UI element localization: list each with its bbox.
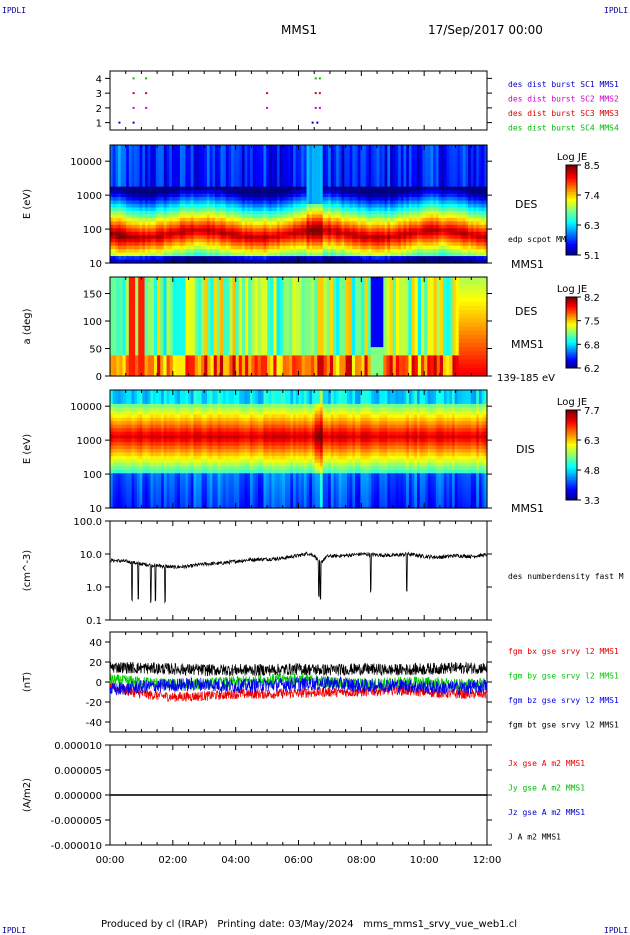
burst-marker-sc2 bbox=[319, 107, 321, 109]
burst-panel-frame bbox=[110, 71, 487, 130]
burst-legend-sc1: des dist burst SC1 MMS1 bbox=[508, 80, 619, 89]
burst-panel-ytick-label: 1 bbox=[96, 119, 102, 130]
des-energy-panel-ytick-label: 100 bbox=[83, 225, 102, 236]
burst-marker-sc3 bbox=[133, 92, 135, 94]
burst-marker-sc3 bbox=[145, 92, 147, 94]
burst-marker-sc3 bbox=[315, 92, 317, 94]
burst-marker-sc2 bbox=[133, 107, 135, 109]
burst-legend-sc4: des dist burst SC4 MMS4 bbox=[508, 124, 619, 133]
burst-marker-sc3 bbox=[319, 92, 321, 94]
burst-marker-sc2 bbox=[315, 107, 317, 109]
burst-panel-ytick-label: 4 bbox=[96, 74, 102, 85]
burst-marker-sc4 bbox=[315, 77, 317, 79]
des-energy-colorbar-tick-label: 6.3 bbox=[584, 221, 600, 232]
burst-marker-sc4 bbox=[133, 77, 135, 79]
burst-legend-sc3: des dist burst SC3 MMS3 bbox=[508, 109, 619, 118]
des-energy-label: DES bbox=[515, 198, 537, 211]
des-energy-panel-ytick-label: 10000 bbox=[70, 157, 102, 168]
burst-legend-sc2: des dist burst SC2 MMS2 bbox=[508, 95, 619, 104]
burst-marker-sc1 bbox=[312, 122, 314, 124]
des-energy-colorbar-title: Log JE bbox=[557, 152, 587, 163]
burst-marker-sc4 bbox=[145, 77, 147, 79]
des-energy-bottom-label: MMS1 bbox=[511, 258, 544, 271]
des-energy-colorbar-tick-label: 7.4 bbox=[584, 191, 600, 202]
burst-marker-sc1 bbox=[316, 122, 318, 124]
burst-marker-sc1 bbox=[118, 122, 120, 124]
burst-marker-sc2 bbox=[266, 107, 268, 109]
des-energy-colorbar-tick-label: 8.5 bbox=[584, 161, 600, 172]
burst-panel-ytick-label: 3 bbox=[96, 89, 102, 100]
burst-marker-sc2 bbox=[145, 107, 147, 109]
burst-marker-sc1 bbox=[133, 122, 135, 124]
des-pitch-spectrogram-cells bbox=[110, 277, 488, 377]
burst-marker-sc4 bbox=[319, 77, 321, 79]
des-energy-spectrogram-cells bbox=[110, 145, 488, 264]
burst-panel-ytick-label: 2 bbox=[96, 104, 102, 115]
des-energy-panel-ytick-label: 10 bbox=[89, 259, 102, 270]
burst-marker-sc3 bbox=[266, 92, 268, 94]
des-energy-colorbar-tick-label: 5.1 bbox=[584, 251, 600, 262]
des-energy-overlay-label: edp scpot MMS1 bbox=[508, 235, 576, 244]
des-energy-panel-ytick-label: 1000 bbox=[77, 191, 102, 202]
des-energy-ylabel: E (eV) bbox=[22, 189, 33, 219]
